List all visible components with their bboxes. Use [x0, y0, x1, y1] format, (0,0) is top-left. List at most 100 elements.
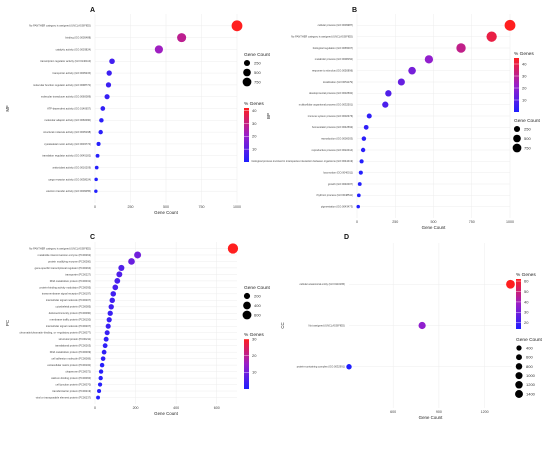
data-point	[346, 364, 352, 370]
x-tick-label: 0	[94, 406, 96, 410]
size-legend-label: 800	[526, 364, 533, 369]
data-point	[356, 193, 361, 198]
category-label: cellular process (GO:0009987)	[318, 23, 353, 27]
data-point	[107, 310, 113, 316]
category-label: cell adhesion molecule (PC00069)	[51, 357, 91, 361]
x-tick-label: 500	[431, 220, 437, 224]
data-point	[366, 113, 372, 119]
data-point	[504, 19, 516, 31]
panel-c-letter: C	[90, 234, 95, 241]
data-point	[100, 106, 106, 111]
size-legend-label: 400	[254, 303, 261, 308]
category-label: reproductive process (GO:0022414)	[312, 148, 354, 152]
color-legend-label: 10	[252, 147, 257, 152]
panel-d-letter: D	[344, 234, 349, 241]
x-tick-label: 900	[436, 410, 442, 414]
category-label: RNA metabolism protein (PC00031)	[50, 279, 91, 283]
x-tick-label: 500	[163, 205, 169, 209]
category-label: rhythmic process (GO:0048511)	[316, 193, 353, 197]
category-label: protein-binding activity modulator (PC00…	[40, 285, 91, 289]
size-legend-dot	[243, 68, 251, 77]
data-point	[105, 323, 111, 329]
color-legend-bar	[516, 279, 521, 329]
color-legend-label: 30	[252, 121, 257, 126]
data-point	[98, 375, 103, 381]
data-point	[109, 297, 115, 304]
data-point	[456, 43, 466, 53]
category-label: cytoskeletal protein (PC00085)	[56, 305, 92, 309]
data-point	[118, 264, 125, 271]
category-label: localization (GO:0051179)	[323, 80, 353, 84]
size-legend-dot	[242, 310, 252, 320]
data-point	[357, 182, 362, 186]
category-label: transporter (PC00227)	[65, 272, 91, 276]
data-point	[397, 78, 405, 86]
data-point	[359, 159, 364, 164]
size-legend-label: 200	[254, 293, 261, 298]
y-axis-title: PC	[5, 320, 10, 326]
data-point	[101, 349, 107, 355]
size-legend-label: 250	[524, 126, 531, 131]
data-point	[105, 82, 112, 88]
data-point	[358, 170, 363, 175]
x-axis-title: Gene Count	[154, 411, 178, 416]
category-label: homeostatic process (GO:0042592)	[312, 125, 353, 129]
size-legend-label: 250	[254, 60, 261, 65]
data-point	[114, 277, 121, 284]
category-label: developmental process (GO:0032502)	[309, 91, 353, 95]
panel-d: D 600 900 1200 cellular anatomical entity (…	[280, 234, 543, 420]
size-legend-title: Gene Count	[516, 337, 543, 343]
category-label: transporter activity (GO:0005215)	[53, 71, 92, 75]
color-legend-label: 40	[524, 299, 529, 304]
x-tick-label: 750	[199, 205, 205, 209]
x-axis-title: Gene Count	[422, 225, 446, 230]
panel-a-plot: 0 250 500 750 1000 No PANTHER category is ass…	[5, 14, 271, 215]
x-axis-title: Gene Count	[419, 415, 443, 420]
category-label: defense/immunity protein (PC00090)	[49, 311, 91, 315]
data-point	[424, 55, 434, 64]
category-label: intercellular signal molecule (PC00207)	[46, 324, 91, 328]
size-legend-label: 600	[254, 312, 261, 317]
color-legend-label: 10	[522, 97, 527, 102]
color-legend-label: 20	[252, 353, 257, 358]
panel-b-plot: 0 250 500 750 1000 cellular process (GO:00099…	[252, 14, 541, 230]
category-label: molecular adaptor activity (GO:0060090)	[44, 118, 91, 122]
category-label: cargo receptor activity (GO:0038024)	[48, 177, 91, 181]
size-legend-title: Gene Count	[514, 118, 541, 124]
data-point	[506, 279, 515, 289]
color-legend-label: 20	[252, 134, 257, 139]
category-label: multicellular organismal process (GO:003…	[299, 103, 353, 107]
data-point	[104, 94, 110, 100]
category-label: membrane traffic protein (PC00150)	[50, 318, 91, 322]
data-point	[103, 336, 109, 342]
panel-a-letter: A	[90, 7, 95, 14]
category-label: transfer/carrier protein (PC00219)	[52, 389, 91, 393]
data-point	[486, 31, 497, 42]
data-point	[128, 258, 135, 265]
size-legend-label: 400	[526, 345, 533, 350]
category-label: transmembrane signal receptor (PC00197)	[42, 292, 91, 296]
category-label: metabolite interconversion enzyme (PC002…	[38, 253, 91, 257]
category-label: No PANTHER category is assigned (UNCLASS…	[29, 24, 91, 28]
size-legend-dot	[513, 134, 521, 143]
color-legend-label: 20	[522, 85, 527, 90]
color-legend-label: 10	[252, 370, 257, 375]
color-legend-label: 30	[252, 336, 257, 341]
x-tick-label: 200	[133, 406, 139, 410]
size-legend-title: Gene Count	[244, 285, 271, 291]
data-point	[361, 136, 367, 141]
category-label: cellular anatomical entity (GO:0110165)	[299, 282, 345, 286]
size-legend-title: Gene Count	[244, 52, 271, 58]
category-label: molecular function regulator activity (G…	[33, 83, 91, 87]
category-label: ATP-dependent activity (GO:0140657)	[47, 106, 91, 110]
size-legend-dot	[243, 301, 251, 310]
data-point	[227, 243, 239, 254]
x-tick-label: 250	[392, 220, 398, 224]
category-label: No PANTHER category is assigned (UNCLASS…	[29, 246, 91, 250]
data-point	[98, 129, 103, 135]
data-point	[104, 330, 110, 336]
category-label: protein-containing complex (GO:0032991)	[297, 365, 345, 369]
x-tick-label: 1000	[233, 205, 241, 209]
x-tick-label: 600	[214, 406, 220, 410]
